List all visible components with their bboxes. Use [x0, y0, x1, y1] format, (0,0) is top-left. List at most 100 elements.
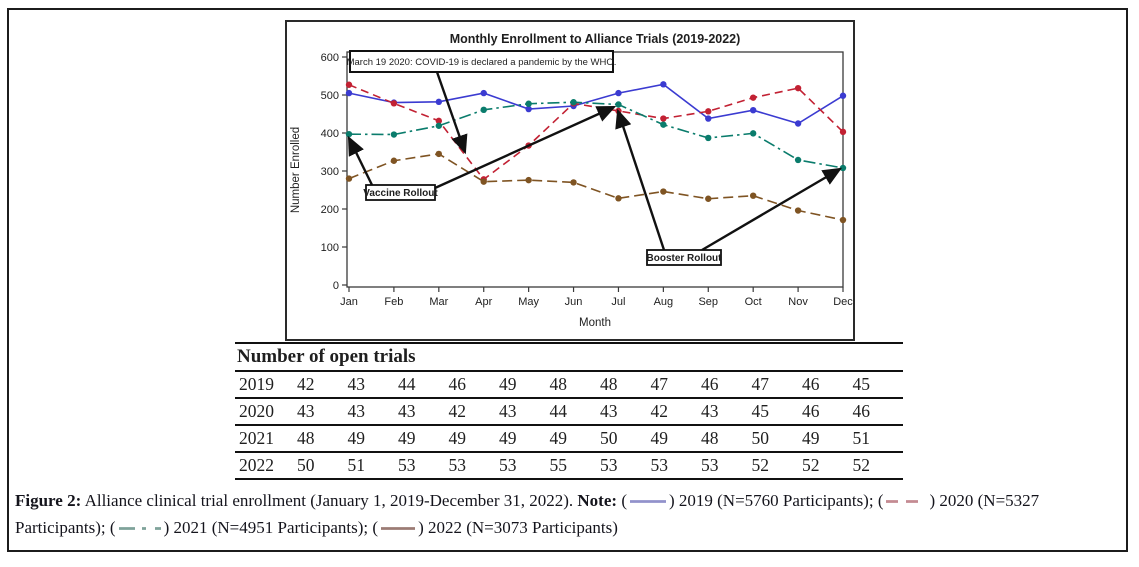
table-row: 2022 50 51 53 53 53 55 53 53 53 52 52 52	[235, 452, 903, 480]
annotation-box	[349, 50, 614, 73]
data-point	[615, 89, 622, 97]
svg-text:Feb: Feb	[384, 296, 403, 308]
annotation-box	[646, 249, 722, 266]
cell-value: 46	[852, 398, 903, 426]
row-year: 2019	[235, 372, 297, 399]
cell-value: 49	[802, 425, 853, 453]
x-axis-label: Month	[579, 317, 611, 329]
cell-value: 42	[297, 372, 348, 399]
cell-value: 43	[297, 398, 348, 426]
data-point	[480, 178, 487, 185]
cell-value: 45	[852, 372, 903, 399]
chart-title: Monthly Enrollment to Alliance Trials (2…	[450, 32, 741, 46]
data-point	[839, 216, 847, 224]
annotation-label: March 19 2020: COVID-19 is declared a pa…	[347, 57, 617, 68]
cell-value: 43	[499, 398, 550, 426]
page-border	[7, 8, 1128, 552]
figure-caption: Figure 2: Alliance clinical trial enroll…	[15, 489, 1123, 542]
cell-value: 48	[701, 425, 752, 453]
cell-value: 43	[398, 398, 449, 426]
data-point	[749, 192, 757, 199]
legend-swatch-icon	[885, 489, 927, 513]
table-row: 2020 43 43 43 42 43 44 43 42 43 45 46 46	[235, 398, 903, 426]
data-point	[570, 179, 577, 186]
svg-text:300: 300	[321, 166, 339, 178]
cell-value: 49	[347, 425, 398, 453]
caption-text: (	[617, 491, 627, 511]
data-point	[390, 131, 398, 138]
cell-value: 46	[701, 372, 752, 399]
data-point	[435, 98, 443, 106]
cell-value: 43	[347, 372, 398, 399]
annotation-label: Vaccine Rollout	[363, 188, 438, 199]
data-point	[839, 128, 847, 136]
caption-bold-text: Figure 2:	[15, 491, 82, 511]
cell-value: 50	[297, 452, 348, 480]
annotation-arrow	[615, 108, 666, 251]
data-point	[705, 134, 712, 142]
data-point	[390, 100, 398, 107]
data-point	[749, 94, 757, 101]
data-point	[794, 120, 802, 127]
annotation-box	[365, 184, 436, 201]
cell-value: 52	[751, 452, 802, 480]
cell-value: 53	[398, 452, 449, 480]
cell-value: 50	[600, 425, 651, 453]
data-point	[794, 84, 802, 92]
caption-text: ) 2022 (N=3073 Participants)	[418, 517, 618, 537]
data-point	[525, 176, 532, 184]
svg-text:Aug: Aug	[654, 296, 674, 308]
cell-value: 43	[600, 398, 651, 426]
svg-text:Dec: Dec	[833, 296, 853, 308]
svg-text:Jul: Jul	[611, 296, 625, 308]
cell-value: 47	[650, 372, 701, 399]
data-point	[749, 130, 757, 137]
cell-value: 48	[600, 372, 651, 399]
annotation-label: Booster Rollout	[647, 253, 723, 264]
cell-value: 46	[802, 372, 853, 399]
open-trials-table-wrap: Number of open trials 2019 42 43 44 46 49 48 48…	[235, 342, 903, 480]
data-point	[480, 89, 487, 97]
svg-text:Oct: Oct	[745, 296, 762, 308]
row-year: 2022	[235, 452, 297, 480]
caption-bold-text: Note:	[577, 491, 618, 511]
cell-value: 42	[650, 398, 701, 426]
svg-text:0: 0	[333, 280, 339, 292]
data-point	[435, 117, 443, 125]
svg-text:Nov: Nov	[788, 296, 808, 308]
plot-frame	[346, 51, 844, 288]
cell-value: 45	[751, 398, 802, 426]
data-point	[794, 156, 802, 164]
cell-value: 46	[802, 398, 853, 426]
svg-text:100: 100	[321, 242, 339, 254]
series-2020	[345, 81, 847, 183]
cell-value: 48	[297, 425, 348, 453]
enrollment-line-chart: Monthly Enrollment to Alliance Trials (2…	[290, 32, 853, 329]
cell-value: 49	[448, 425, 499, 453]
data-point	[660, 115, 667, 122]
annotation-arrow	[434, 105, 617, 190]
data-point	[345, 81, 353, 88]
svg-text:200: 200	[321, 204, 339, 216]
data-point	[345, 175, 353, 182]
annotation-arrow	[701, 167, 843, 252]
cell-value: 49	[549, 425, 600, 453]
enrollment-chart-panel: Monthly Enrollment to Alliance Trials (2…	[285, 20, 855, 341]
cell-value: 51	[852, 425, 903, 453]
cell-value: 53	[600, 452, 651, 480]
cell-value: 49	[499, 372, 550, 399]
row-year: 2021	[235, 425, 297, 453]
table-row: 2021 48 49 49 49 49 49 50 49 48 50 49 51	[235, 425, 903, 453]
y-axis-label: Number Enrolled	[290, 127, 302, 213]
svg-text:600: 600	[321, 52, 339, 64]
data-point	[615, 101, 622, 108]
cell-value: 52	[802, 452, 853, 480]
y-axis	[342, 56, 347, 286]
open-trials-table: 2019 42 43 44 46 49 48 48 47 46 47 46 45 2020 43 43 43 42…	[235, 372, 903, 480]
cell-value: 52	[852, 452, 903, 480]
caption-text: ) 2020 (N=5327 Participants); (	[15, 491, 1040, 537]
data-point	[615, 195, 622, 202]
cell-value: 49	[499, 425, 550, 453]
cell-value: 43	[347, 398, 398, 426]
